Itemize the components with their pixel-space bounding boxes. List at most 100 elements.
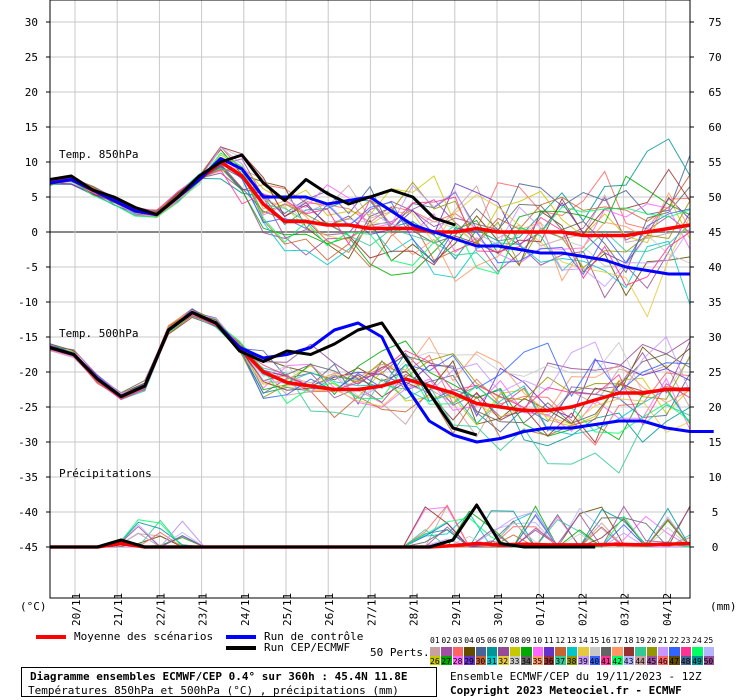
pert-swatch-top [544,647,555,656]
pert-swatch-bottom [464,656,475,665]
pert-number-bottom: 26 [430,657,440,666]
pert-number-top: 02 [441,636,452,645]
right-tick-label: 75 [708,16,721,29]
pert-number-bottom: 46 [658,657,668,666]
pert-number-bottom: 28 [452,657,463,666]
pert-swatch-bottom [430,656,441,665]
pert-swatch-top [601,647,612,656]
pert-swatch-top [692,647,703,656]
left-tick-label: -20 [18,366,38,379]
ecmwf-legend-label: Run CEP/ECMWF [264,641,351,654]
x-tick-label: 04/12 [661,593,674,626]
left-unit-label: (°C) [20,600,47,613]
pert-number-top: 18 [623,636,634,645]
pert-number-top: 15 [589,636,600,645]
pert-swatch-top [487,647,498,656]
right-tick-label: 50 [708,191,721,204]
pert-number-top: 01 [430,636,440,645]
pert-number-bottom: 27 [441,657,452,666]
t850-member-line [49,168,691,286]
pert-swatch-top [669,647,680,656]
pert-number-bottom: 41 [601,657,611,666]
right-tick-label: 70 [708,51,721,64]
left-tick-label: 30 [25,16,38,29]
pert-swatch-top [680,647,692,656]
pert-swatch-bottom [589,656,600,665]
pert-number-bottom: 37 [555,657,566,666]
x-tick-label: 29/11 [450,593,463,626]
pert-number-bottom: 47 [669,657,680,666]
pert-number-bottom: 36 [544,657,554,666]
t500-label: Temp. 500hPa [59,327,139,340]
pert-number-top: 08 [509,636,520,645]
x-tick-label: 03/12 [619,593,632,626]
x-tick-label: 24/11 [239,593,252,626]
pert-swatch-bottom [635,656,646,665]
pert-number-bottom: 42 [612,657,623,666]
control-legend-swatch [226,635,256,639]
left-tick-label: -40 [18,506,38,519]
left-tick-label: 0 [31,226,38,239]
x-tick-label: 02/12 [576,593,589,626]
plot-frame [49,0,691,599]
t500-run-cep-ecmwfline [49,311,478,437]
pert-swatch-bottom [658,656,669,665]
pert-number-bottom: 34 [521,657,531,666]
pert-number-bottom: 43 [623,657,634,666]
pert-swatch-bottom [441,656,452,665]
x-tick-label: 27/11 [365,593,378,626]
pert-swatch-bottom [623,656,635,665]
pert-swatch-top [658,647,669,656]
pert-number-top: 14 [578,636,588,645]
left-tick-label: -45 [18,541,38,554]
pert-number-top: 05 [475,636,486,645]
pert-number-bottom: 38 [566,657,577,666]
t850-label: Temp. 850hPa [59,148,139,161]
pert-swatch-top [612,647,623,656]
x-tick-label: 30/11 [492,593,505,626]
pert-swatch-top [635,647,646,656]
pert-swatch-top [703,647,714,656]
pert-number-top: 09 [521,636,531,645]
pert-number-top: 16 [601,636,611,645]
pert-swatch-top [566,647,578,656]
left-tick-label: -15 [18,331,38,344]
pert-number-top: 23 [680,636,691,645]
left-tick-label: 5 [31,191,38,204]
pert-number-top: 20 [646,636,657,645]
x-tick-label: 26/11 [323,593,336,626]
pert-swatch-top [646,647,657,656]
pert-swatch-top [475,647,486,656]
x-tick-label: 23/11 [197,593,210,626]
perts-legend-label: 50 Perts. [370,646,430,659]
left-tick-label: 10 [25,156,38,169]
chart-axes: 302520151050-5-10-15-20-25-30-35-40-4575… [18,0,722,626]
pert-number-top: 07 [498,636,509,645]
pert-number-bottom: 35 [532,657,543,666]
pert-swatch-bottom [692,656,703,665]
left-tick-label: 15 [25,121,38,134]
pert-number-top: 21 [658,636,668,645]
left-tick-label: 20 [25,86,38,99]
pert-swatch-bottom [532,656,543,665]
t850-run-cep-ecmwfline [49,153,456,227]
pert-swatch-bottom [544,656,555,665]
pert-swatch-top [452,647,464,656]
right-unit-label: (mm) [710,600,737,613]
left-tick-label: -25 [18,401,38,414]
run-info: Ensemble ECMWF/CEP du 19/11/2023 - 12Z [450,670,702,683]
pert-swatch-top [464,647,475,656]
t850-member-line [49,152,691,275]
pert-swatch-bottom [509,656,521,665]
pert-swatch-bottom [555,656,566,665]
pert-number-bottom: 32 [498,657,509,666]
right-tick-label: 0 [712,541,719,554]
pert-swatch-top [509,647,521,656]
x-tick-label: 28/11 [408,593,421,626]
pert-swatch-top [441,647,452,656]
pert-number-top: 13 [566,636,577,645]
control-legend-label: Run de contrôle [264,630,364,643]
right-tick-label: 20 [708,401,721,414]
pert-swatch-bottom [669,656,680,665]
right-tick-label: 55 [708,156,721,169]
